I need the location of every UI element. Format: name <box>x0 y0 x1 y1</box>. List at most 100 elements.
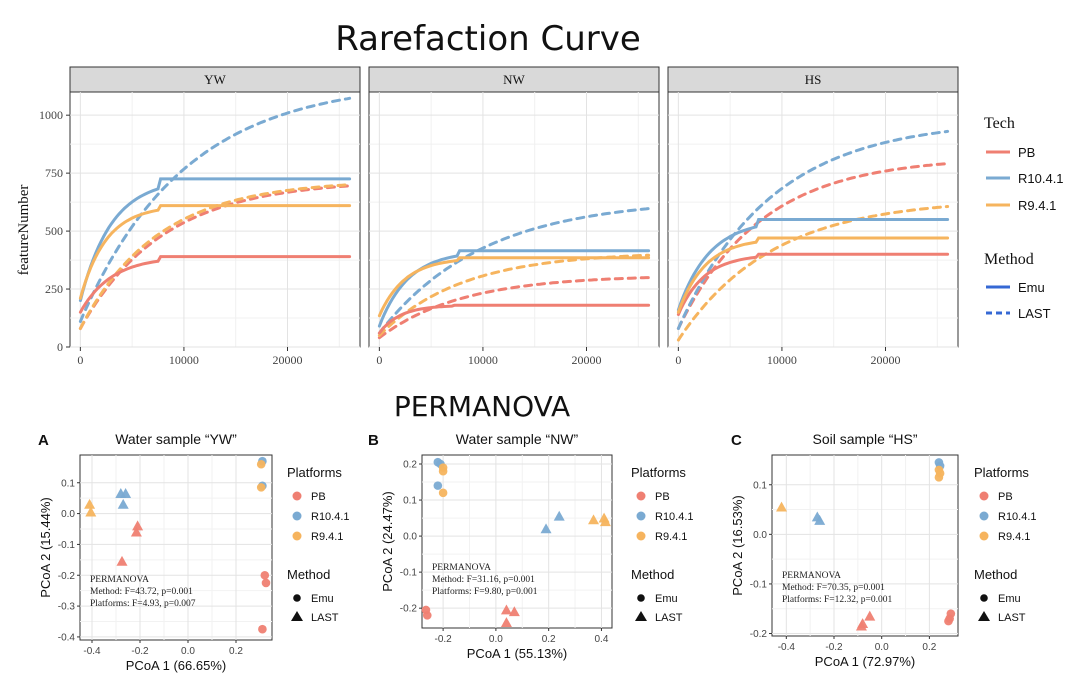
point-R941-emu <box>256 459 266 469</box>
x-tick-label: -0.4 <box>778 642 796 653</box>
legend-platforms-title: Platforms <box>287 465 342 480</box>
y-tick-label: 0 <box>57 340 63 354</box>
legend-platform-swatch <box>636 511 646 521</box>
point-PB-last <box>130 526 142 537</box>
y-tick-label: -0.1 <box>58 540 76 551</box>
y-tick-label: 750 <box>45 166 63 180</box>
x-tick-label: 20000 <box>572 353 602 367</box>
facet-strip-label: HS <box>805 72 822 87</box>
series-line-R941-emu <box>78 204 352 300</box>
permanova-annotation-line: Method: F=70.35, p=0.001 <box>782 583 885 593</box>
point-R1041-last <box>814 514 826 525</box>
legend-method-item: Emu <box>998 593 1021 605</box>
legend-platforms-title: Platforms <box>631 465 686 480</box>
y-tick-label: 500 <box>45 224 63 238</box>
y-tick-label: 0.0 <box>403 532 417 543</box>
permanova-title: PERMANOVA <box>394 390 570 423</box>
legend-method-item-emu: Emu <box>1018 280 1045 295</box>
panel-title: Soil sample “HS” <box>812 431 917 447</box>
point-PB-last <box>508 606 520 617</box>
rarefaction-title: Rarefaction Curve <box>335 19 641 59</box>
legend-tech-item-pb: PB <box>1018 145 1035 160</box>
legend-method-title: Method <box>287 567 330 582</box>
series-line-PB-last <box>676 162 950 330</box>
point-PB-emu <box>258 624 267 634</box>
point-R941-emu <box>438 488 448 498</box>
point-PB-emu <box>260 570 270 580</box>
facet-strip <box>69 66 361 93</box>
permanova-annotation-line: PERMANOVA <box>432 563 491 573</box>
y-tick-label: 0.2 <box>403 460 417 471</box>
legend-method-swatch-emu <box>637 594 645 602</box>
permanova-annotation-line: PERMANOVA <box>782 571 841 581</box>
y-tick-label: -0.2 <box>750 629 768 640</box>
point-PB-last <box>864 610 876 621</box>
legend-platform-item: R9.4.1 <box>311 531 343 543</box>
point-PB-emu <box>944 616 953 626</box>
permanova-annotation-line: Method: F=43.72, p=0.001 <box>90 587 193 597</box>
series-line-R1041-last <box>78 96 352 323</box>
x-tick-label: 0 <box>77 353 83 367</box>
point-R1041-emu <box>433 481 443 490</box>
legend-platform-swatch <box>292 511 302 521</box>
legend-platform-item: PB <box>998 491 1013 503</box>
x-tick-label: 0.4 <box>594 634 608 645</box>
point-PB-last <box>500 604 512 615</box>
legend-platform-swatch <box>292 531 302 541</box>
series-line-R1041-emu <box>78 177 352 303</box>
point-R941-emu <box>934 473 944 482</box>
legend-method-item: Emu <box>655 593 678 605</box>
legend-method-item: LAST <box>655 612 683 624</box>
y-tick-label: 0.0 <box>753 530 767 541</box>
legend-method-swatch-last <box>291 611 303 621</box>
legend-platform-swatch <box>636 491 646 501</box>
permanova-annotation-line: Platforms: F=9.80, p=0.001 <box>432 586 538 597</box>
rarefaction-ylabel: featureNumber <box>16 185 32 276</box>
legend-method-swatch-emu <box>293 594 301 602</box>
point-R1041-last <box>553 510 565 521</box>
x-tick-label: 0.2 <box>922 642 936 653</box>
series-line-R1041-last <box>377 207 651 335</box>
x-tick-label: 20000 <box>871 353 901 367</box>
facet-strip <box>368 66 660 93</box>
x-tick-label: 10000 <box>468 353 498 367</box>
legend-platform-item: PB <box>655 491 670 503</box>
x-tick-label: 20000 <box>273 353 303 367</box>
x-axis-label: PCoA 1 (72.97%) <box>815 654 915 669</box>
y-tick-label: 0.1 <box>753 480 767 491</box>
legend-tech-title: Tech <box>984 115 1015 132</box>
panel-letter: A <box>38 432 49 449</box>
series-line-R941-emu <box>676 236 950 314</box>
legend-platform-item: R9.4.1 <box>655 531 687 543</box>
point-R941-last <box>599 516 611 527</box>
legend-platform-item: R10.4.1 <box>311 511 350 523</box>
pcoa-panels: A Water sample “YW” -0.4 -0.2 0.0 0.2 0.1 0.0 -0… <box>38 431 1037 673</box>
x-tick-label: -0.2 <box>434 634 452 645</box>
legend-platform-item: R10.4.1 <box>655 511 694 523</box>
legend-platform-swatch <box>979 531 989 541</box>
x-tick-label: 0 <box>675 353 681 367</box>
series-line-R941-last <box>676 205 950 342</box>
permanova-annotation-line: Method: F=31.16, p=0.001 <box>432 575 535 585</box>
point-PB-last <box>500 617 512 627</box>
facet-yw: YW 0 10000 20000 0 250 500 750 1000 <box>39 66 361 367</box>
legend-platform-item: R9.4.1 <box>998 531 1030 543</box>
point-R1041-last <box>540 523 552 534</box>
legend-platform-swatch <box>292 491 302 501</box>
y-axis-label: PCoA 2 (24.47%) <box>380 491 395 591</box>
legend-platform-swatch <box>979 511 989 521</box>
point-PB-emu <box>261 578 271 588</box>
facet-panel <box>69 91 361 348</box>
point-R1041-last <box>117 498 129 509</box>
x-tick-label: 10000 <box>169 353 199 367</box>
series-line-PB-emu <box>377 303 651 335</box>
point-PB-last <box>132 520 144 531</box>
legend-platform-swatch <box>979 491 989 501</box>
y-tick-label: -0.1 <box>750 579 768 590</box>
y-tick-label: 1000 <box>39 108 63 122</box>
y-tick-label: 0.1 <box>61 478 75 489</box>
legend-platform-item: R10.4.1 <box>998 511 1037 523</box>
x-tick-label: 0.2 <box>542 634 556 645</box>
facet-strip-label: NW <box>503 72 525 87</box>
